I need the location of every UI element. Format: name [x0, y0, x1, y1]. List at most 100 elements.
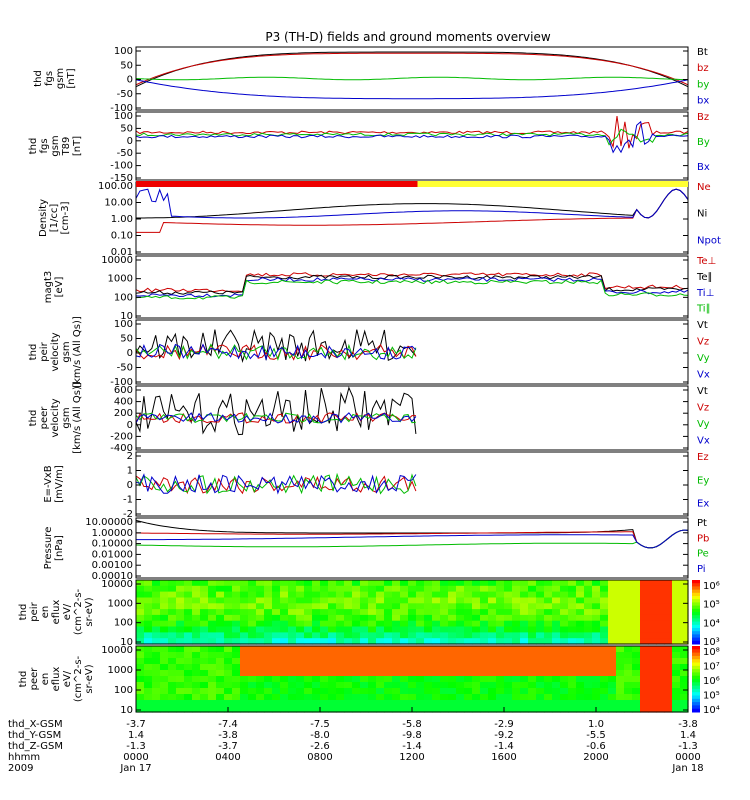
heatmap-cell [336, 700, 345, 707]
heatmap-cell [456, 676, 465, 683]
heatmap-cell [544, 652, 553, 659]
heatmap-cell [248, 670, 257, 677]
heatmap-cell [568, 706, 577, 713]
colorbar-step [692, 679, 700, 683]
heatmap-cell [272, 646, 281, 653]
y-axis-label-line: peer [29, 667, 40, 691]
heatmap-cell [536, 620, 545, 628]
heatmap-cell [264, 652, 273, 659]
heatmap-cell [464, 646, 473, 653]
heatmap-cell [568, 597, 577, 604]
heatmap-cell [200, 706, 209, 713]
heatmap-cell [168, 609, 177, 616]
x-tick-label: -3.8 [678, 719, 698, 730]
heatmap-cell [624, 614, 633, 622]
heatmap-cell [504, 688, 513, 695]
panel-frame [135, 111, 689, 181]
heatmap-cell [536, 632, 545, 639]
heatmap-cell [336, 670, 345, 677]
heatmap-cell [504, 585, 513, 593]
heatmap-cell [592, 597, 601, 604]
heatmap-cell [200, 700, 209, 707]
heatmap-cell [136, 638, 145, 645]
heatmap-cell [216, 609, 225, 616]
heatmap-cell [248, 682, 257, 689]
heatmap-cell [208, 694, 217, 701]
heatmap-cell [400, 646, 409, 653]
colorbar-label: 10⁵ [703, 600, 720, 611]
heatmap-cell [224, 638, 233, 645]
heatmap-cell [200, 688, 209, 695]
heatmap-cell [200, 620, 209, 628]
colorbar-step [692, 698, 700, 703]
heatmap-cell [240, 620, 249, 628]
heatmap-cell [192, 706, 201, 713]
heatmap-cell [336, 646, 345, 653]
heatmap-cell [536, 580, 545, 587]
y-axis-label-line: en [40, 673, 51, 686]
heatmap-cell [320, 609, 329, 616]
heatmap-cell [512, 694, 521, 701]
heatmap-cell [488, 700, 497, 707]
heatmap-cell [600, 700, 609, 707]
heatmap-cell [576, 597, 585, 604]
heatmap-cell [344, 670, 353, 677]
y-tick-label: -1 [123, 495, 133, 506]
heatmap-cell [376, 658, 385, 665]
heatmap-cell [520, 626, 529, 633]
heatmap-cell [288, 585, 297, 593]
heatmap-cell [312, 609, 321, 616]
heatmap-cell [592, 626, 601, 633]
heatmap-cell [608, 591, 617, 598]
y-axis-label-line: E=-VxB [43, 465, 54, 502]
heatmap-cell [208, 688, 217, 695]
series-line-by [135, 76, 689, 81]
heatmap-cell [576, 652, 585, 659]
heatmap-cell [192, 585, 201, 593]
colorbar-step [692, 652, 700, 657]
x-tick-label: -8.0 [310, 730, 330, 741]
y-axis-label-line: gsm [61, 407, 72, 428]
heatmap-cell [384, 658, 393, 665]
heatmap-cell [168, 670, 177, 677]
heatmap-cell [528, 597, 537, 604]
heatmap-cell [600, 591, 609, 598]
heatmap-cell [552, 585, 561, 593]
heatmap-cell [208, 632, 217, 639]
heatmap-cell [552, 646, 561, 653]
heatmap-cell [144, 626, 153, 633]
heatmap-cell [312, 706, 321, 713]
heatmap-cell [432, 688, 441, 695]
heatmap-cell [256, 609, 265, 616]
heatmap-cell [176, 676, 185, 683]
heatmap-cell [552, 682, 561, 689]
heatmap-cell [304, 580, 313, 587]
heatmap-cell [552, 688, 561, 695]
heatmap-cell [168, 700, 177, 707]
heatmap-cell [648, 664, 657, 671]
heatmap-cell [296, 688, 305, 695]
heatmap-cell [152, 632, 161, 639]
heatmap-cell [584, 614, 593, 622]
heatmap-cell [280, 603, 289, 610]
heatmap-cell [400, 609, 409, 616]
heatmap-cell [520, 609, 529, 616]
heatmap-cell [136, 700, 145, 707]
heatmap-cell [616, 585, 625, 593]
heatmap-cell [520, 682, 529, 689]
heatmap-cell [248, 632, 257, 639]
heatmap-cell [200, 632, 209, 639]
heatmap-cell [496, 638, 505, 645]
heatmap-cell [432, 620, 441, 628]
heatmap-cell [528, 706, 537, 713]
heatmap-cell [424, 694, 433, 701]
colorbar-step [692, 692, 700, 696]
heatmap-cell [456, 632, 465, 639]
heatmap-cell [400, 614, 409, 622]
heatmap-cell [304, 620, 313, 628]
heatmap-cell [168, 658, 177, 665]
heatmap-cell [576, 609, 585, 616]
heatmap-cell [288, 652, 297, 659]
heatmap-cell [328, 620, 337, 628]
heatmap-cell [664, 694, 673, 701]
